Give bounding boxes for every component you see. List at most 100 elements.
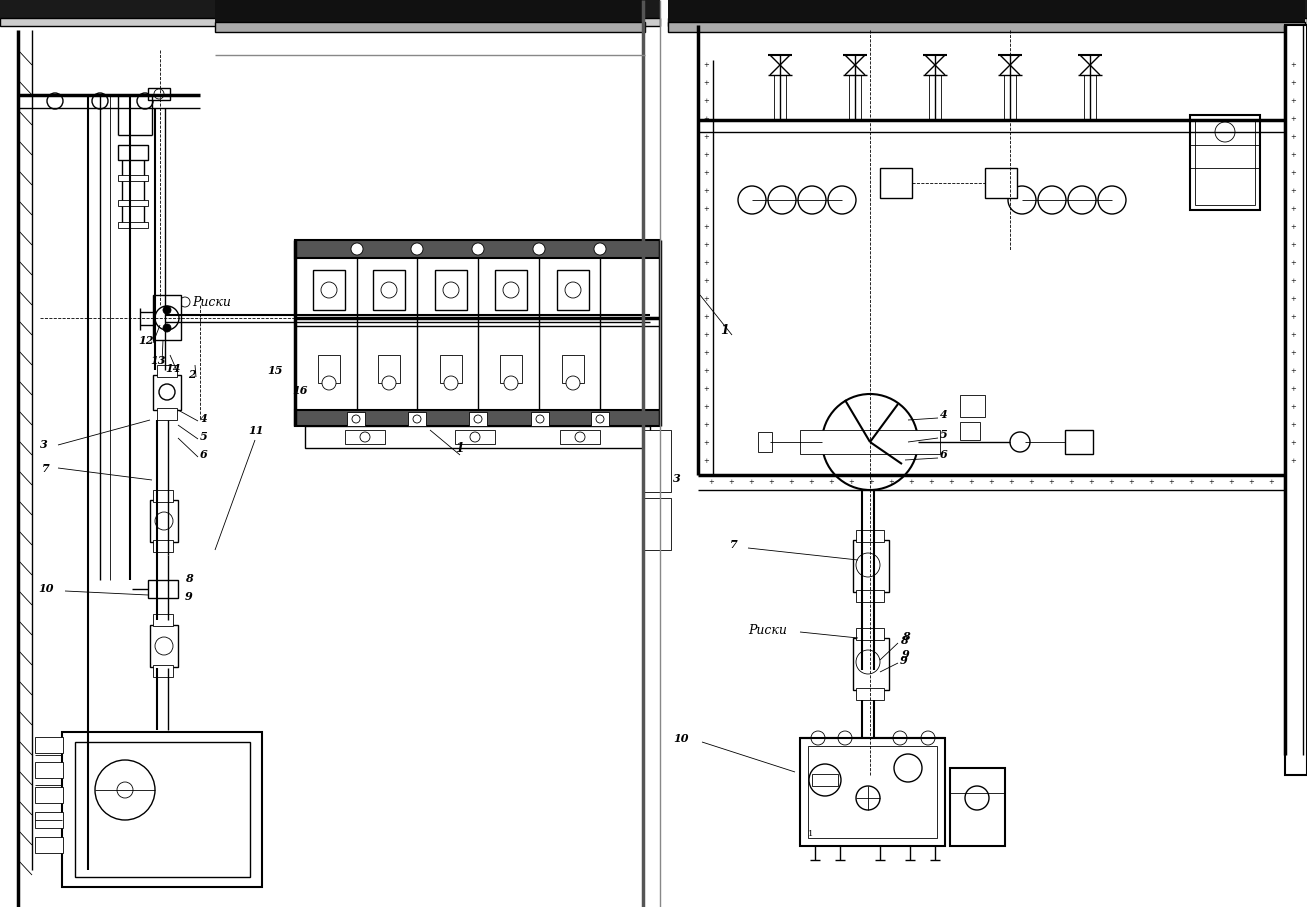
Text: +: + (703, 277, 708, 285)
Circle shape (382, 282, 397, 298)
Bar (1189, 115, 1260, 210)
Text: +: + (1290, 223, 1295, 231)
Circle shape (180, 297, 190, 307)
Text: 15: 15 (267, 365, 282, 375)
Bar (150, 500, 178, 542)
Text: 10: 10 (38, 582, 54, 593)
Text: 10: 10 (673, 733, 689, 744)
Bar (408, 412, 426, 426)
Text: +: + (1229, 478, 1234, 486)
Circle shape (809, 764, 840, 796)
Circle shape (156, 637, 173, 655)
Circle shape (443, 282, 459, 298)
Circle shape (359, 432, 370, 442)
Text: +: + (703, 367, 708, 375)
Circle shape (565, 282, 582, 298)
Circle shape (1038, 186, 1067, 214)
Circle shape (474, 415, 482, 423)
Circle shape (156, 306, 179, 330)
Bar (214, 0, 644, 22)
Bar (950, 768, 1005, 846)
Text: +: + (788, 478, 793, 486)
Bar (61, 732, 261, 887)
Bar (856, 628, 884, 640)
Circle shape (894, 754, 921, 782)
Text: +: + (1108, 478, 1114, 486)
Text: +: + (829, 478, 834, 486)
Bar (961, 395, 985, 417)
Circle shape (1098, 186, 1127, 214)
Text: +: + (1290, 151, 1295, 159)
Bar (643, 498, 670, 550)
Text: +: + (848, 478, 853, 486)
Bar (305, 426, 650, 448)
Bar (118, 200, 148, 206)
Text: +: + (1248, 478, 1253, 486)
Bar (148, 580, 178, 598)
Text: +: + (1290, 133, 1295, 141)
Text: +: + (1290, 367, 1295, 375)
Circle shape (156, 512, 173, 530)
Bar (345, 430, 386, 444)
Text: +: + (703, 187, 708, 195)
Bar (1084, 75, 1097, 120)
Circle shape (159, 384, 175, 400)
Text: 9: 9 (902, 649, 910, 660)
Bar (122, 155, 144, 225)
Text: Риски: Риски (192, 296, 231, 308)
Bar (668, 18, 1307, 26)
Text: +: + (703, 151, 708, 159)
Bar (35, 737, 63, 753)
Text: +: + (748, 478, 754, 486)
Circle shape (965, 786, 989, 810)
Text: 1: 1 (455, 442, 464, 454)
Circle shape (154, 89, 163, 99)
Text: 3: 3 (41, 440, 48, 451)
Text: +: + (1087, 478, 1094, 486)
Text: +: + (703, 169, 708, 177)
Bar (440, 355, 461, 383)
Text: +: + (703, 403, 708, 411)
Bar (153, 490, 173, 502)
Bar (856, 530, 884, 542)
Bar (295, 240, 660, 258)
Text: +: + (703, 385, 708, 393)
Text: +: + (703, 133, 708, 141)
Circle shape (503, 282, 519, 298)
Text: +: + (728, 478, 733, 486)
Text: 7: 7 (731, 540, 737, 551)
Circle shape (596, 415, 604, 423)
Bar (35, 787, 63, 803)
Bar (35, 762, 63, 778)
Bar (455, 430, 495, 444)
Bar (531, 412, 549, 426)
Text: +: + (1068, 478, 1074, 486)
Bar (668, 0, 1304, 22)
Text: +: + (703, 439, 708, 447)
Circle shape (322, 376, 336, 390)
Bar (469, 412, 488, 426)
Bar (435, 270, 467, 310)
Text: +: + (703, 115, 708, 123)
Text: +: + (1268, 478, 1274, 486)
Circle shape (91, 93, 108, 109)
Text: +: + (1290, 403, 1295, 411)
Text: +: + (1290, 259, 1295, 267)
Text: +: + (703, 421, 708, 429)
Text: 11: 11 (248, 424, 264, 435)
Circle shape (170, 297, 180, 307)
Bar (153, 295, 180, 340)
Text: Риски: Риски (748, 623, 787, 637)
Text: 1: 1 (720, 324, 729, 336)
Text: +: + (1188, 478, 1193, 486)
Text: 5: 5 (940, 430, 948, 441)
Bar (35, 837, 63, 853)
Bar (153, 375, 180, 410)
Text: +: + (1290, 421, 1295, 429)
Bar (800, 430, 940, 454)
Text: +: + (1128, 478, 1133, 486)
Bar (853, 638, 889, 690)
Bar (153, 614, 173, 626)
Text: 4: 4 (940, 409, 948, 421)
Circle shape (322, 282, 337, 298)
